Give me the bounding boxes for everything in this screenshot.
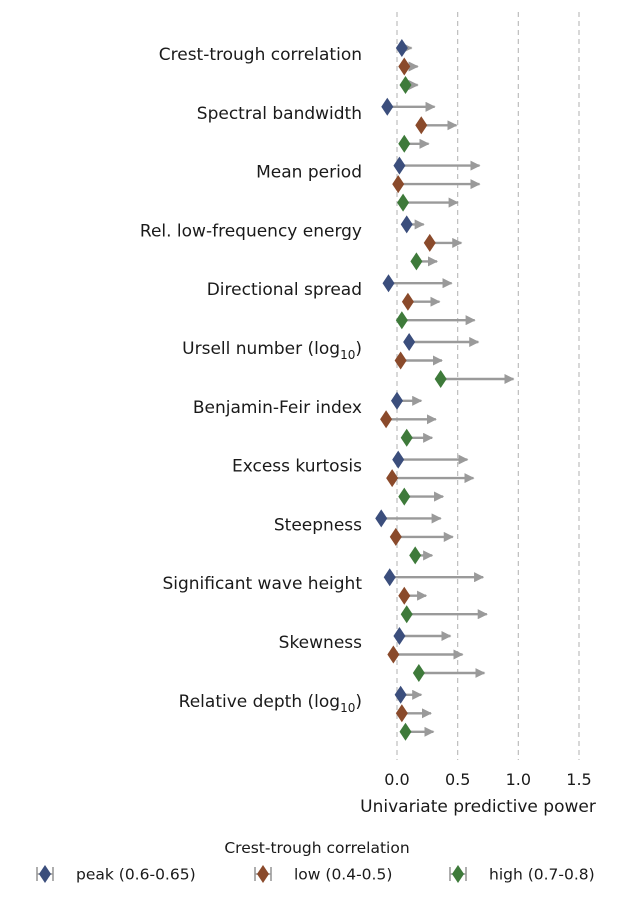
legend-marker bbox=[39, 865, 51, 883]
diamond-marker bbox=[392, 175, 405, 194]
x-tick-label: 0.5 bbox=[445, 770, 470, 789]
category-label: Crest-trough correlation bbox=[159, 45, 362, 65]
diamond-marker bbox=[410, 252, 423, 271]
category-label: Directional spread bbox=[207, 280, 362, 300]
category-label: Benjamin-Feir index bbox=[193, 398, 362, 418]
diamond-marker bbox=[391, 391, 403, 410]
category-label: Mean period bbox=[256, 163, 362, 183]
diamond-marker bbox=[375, 509, 388, 528]
diamond-marker bbox=[394, 685, 407, 704]
category-label: Significant wave height bbox=[162, 574, 362, 594]
diamond-marker bbox=[395, 311, 408, 330]
diamond-marker bbox=[393, 156, 406, 175]
category-label: Excess kurtosis bbox=[232, 457, 362, 477]
diamond-marker bbox=[386, 469, 399, 488]
category-label: Skewness bbox=[279, 633, 362, 653]
diamond-marker bbox=[382, 274, 395, 293]
diamond-marker bbox=[400, 605, 413, 624]
diamond-marker bbox=[387, 645, 400, 664]
legend-label: peak (0.6-0.65) bbox=[76, 866, 196, 884]
diamond-marker bbox=[412, 664, 425, 682]
diamond-marker bbox=[399, 722, 412, 741]
diamond-marker bbox=[380, 410, 393, 429]
diamond-marker bbox=[392, 450, 405, 469]
diamond-marker bbox=[393, 627, 406, 645]
diamond-marker bbox=[415, 116, 428, 135]
diamond-marker bbox=[403, 333, 416, 351]
category-label: Steepness bbox=[274, 515, 362, 535]
diamond-marker bbox=[389, 527, 402, 546]
chart-marks bbox=[375, 39, 515, 741]
diamond-marker bbox=[434, 370, 447, 388]
legend: Crest-trough correlation peak (0.6-0.65)… bbox=[36, 839, 595, 884]
x-axis: 0.0 0.5 1.0 1.5 bbox=[384, 770, 591, 789]
diamond-marker bbox=[381, 97, 394, 116]
x-tick-label: 0.0 bbox=[384, 770, 409, 789]
legend-title: Crest-trough correlation bbox=[224, 839, 409, 857]
diamond-marker bbox=[423, 233, 436, 252]
diamond-marker bbox=[398, 134, 411, 153]
diamond-marker bbox=[398, 57, 411, 76]
x-tick-label: 1.5 bbox=[566, 770, 591, 789]
diamond-marker bbox=[395, 704, 408, 723]
diamond-marker bbox=[409, 546, 422, 565]
category-labels: Crest-trough correlation Spectral bandwid… bbox=[140, 45, 362, 715]
diamond-marker bbox=[394, 351, 407, 370]
category-label: Rel. low-frequency energy bbox=[140, 221, 362, 241]
legend-label: low (0.4-0.5) bbox=[294, 866, 392, 884]
diamond-marker bbox=[383, 568, 396, 587]
category-label: Ursell number (log10) bbox=[182, 339, 362, 362]
diamond-marker bbox=[399, 76, 412, 94]
diamond-marker bbox=[398, 586, 411, 605]
legend-label: high (0.7-0.8) bbox=[489, 866, 595, 884]
diamond-marker bbox=[398, 487, 411, 506]
diamond-marker bbox=[397, 193, 410, 212]
legend-marker bbox=[257, 865, 269, 883]
category-label: Relative depth (log10) bbox=[179, 692, 362, 715]
diamond-marker bbox=[401, 292, 414, 311]
diamond-marker bbox=[400, 215, 413, 234]
legend-marker bbox=[452, 865, 464, 883]
diamond-marker bbox=[400, 428, 413, 447]
x-tick-label: 1.0 bbox=[506, 770, 531, 789]
category-label: Spectral bandwidth bbox=[197, 104, 362, 124]
diamond-marker bbox=[395, 39, 408, 57]
x-axis-label: Univariate predictive power bbox=[360, 797, 596, 817]
